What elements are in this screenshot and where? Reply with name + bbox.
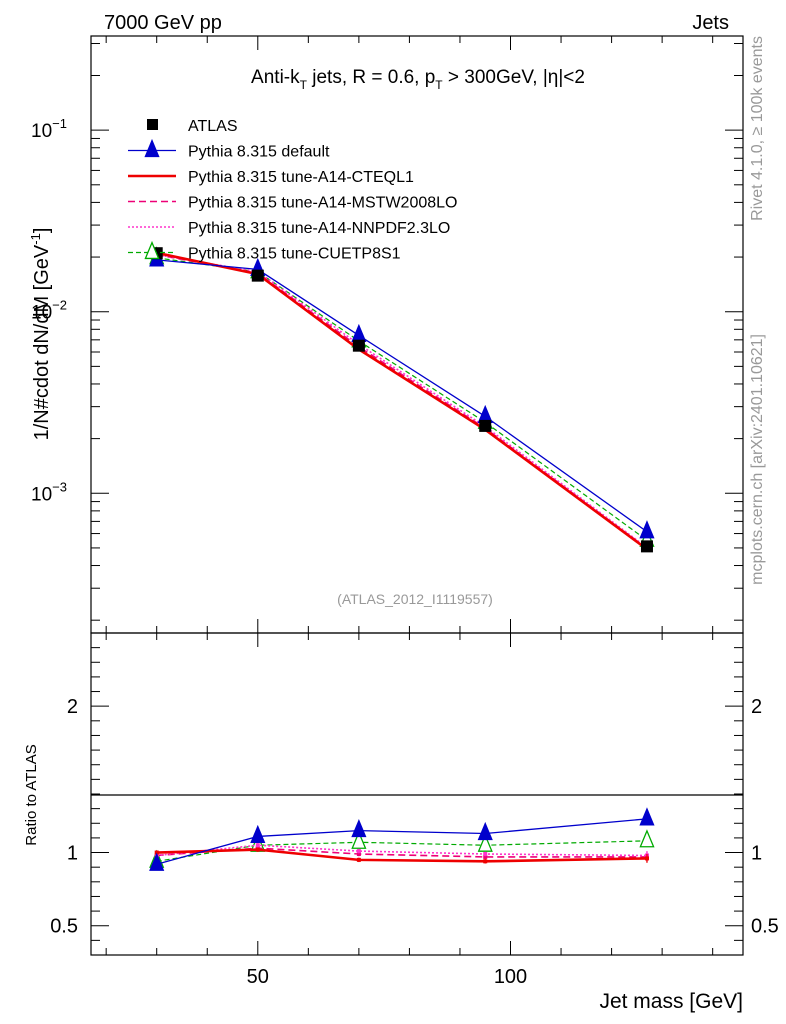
- series-marker: [483, 854, 488, 859]
- series-marker: [477, 821, 493, 841]
- atlas-data-point: [352, 339, 365, 352]
- legend-label: Pythia 8.315 tune-A14-NNPDF2.3LO: [188, 220, 450, 237]
- series-marker: [351, 323, 367, 343]
- series-marker: [356, 849, 361, 854]
- atlas-data-point: [640, 540, 653, 553]
- ratio-curves: [149, 807, 655, 871]
- ratio-axis-ticks: 50 100 0.5 0.5 1 1 2 2: [50, 633, 779, 988]
- series-marker: [255, 843, 260, 848]
- ratio-series-line: [156, 818, 648, 865]
- series-marker: [351, 819, 367, 838]
- ratio-y-axis-label: Ratio to ATLAS: [23, 744, 40, 845]
- series-line: [156, 257, 648, 541]
- y-axis-label-close: ]: [31, 228, 53, 234]
- y-tick-label: 10−1: [31, 116, 67, 142]
- series-marker: [356, 852, 361, 857]
- analysis-watermark: (ATLAS_2012_I1119557): [337, 591, 493, 607]
- y-axis-label-sup: -1: [28, 233, 43, 245]
- series-line: [156, 251, 648, 551]
- series-marker: [356, 857, 361, 862]
- y-tick-label-exp: −2: [52, 298, 67, 313]
- series-marker: [144, 240, 160, 260]
- series-marker: [351, 830, 367, 849]
- x-tick-label: 50: [247, 966, 269, 988]
- energy-label: 7000 GeV pp: [104, 12, 222, 34]
- y-tick-label-base: 10: [31, 484, 52, 505]
- ratio-tick-label-right: 0.5: [751, 916, 779, 938]
- main-curves: [149, 246, 655, 551]
- plot-title-b-sub: T: [435, 78, 443, 92]
- series-marker: [639, 807, 655, 826]
- ratio-tick-label: 1: [67, 843, 78, 865]
- legend: ATLAS Pythia 8.315 default Pythia 8.315 tu…: [128, 118, 457, 263]
- legend-label-atlas: ATLAS: [188, 118, 238, 135]
- series-marker: [477, 833, 493, 852]
- y-tick-label-base: 10: [31, 121, 52, 142]
- atlas-data-point: [251, 269, 264, 282]
- y-axis-label-main: 1/N#cdot dN/dM [GeV: [31, 244, 53, 440]
- series-marker: [483, 852, 488, 857]
- series-line: [156, 259, 648, 533]
- y-tick-label: 10−3: [31, 479, 67, 505]
- legend-label: Pythia 8.315 tune-A14-CTEQL1: [188, 169, 414, 186]
- series-marker: [149, 852, 165, 871]
- side-label-mcplots: mcplots.cern.ch [arXiv:2401.10621]: [749, 334, 766, 585]
- series-marker: [144, 138, 160, 158]
- x-axis-label: Jet mass [GeV]: [599, 990, 743, 1013]
- series-marker: [255, 847, 260, 852]
- x-tick-label: 100: [494, 966, 527, 988]
- y-tick-label-exp: −1: [52, 116, 67, 131]
- side-label-rivet: Rivet 4.1.0, ≥ 100k events: [749, 36, 766, 221]
- series-marker: [250, 824, 266, 844]
- series-marker: [639, 520, 655, 539]
- series-line: [156, 253, 648, 549]
- legend-label: Pythia 8.315 default: [188, 144, 330, 161]
- plot-title-a: Anti-k: [251, 67, 300, 88]
- plot-title-c: > 300GeV, |η|<2: [443, 67, 585, 88]
- series-marker: [639, 829, 655, 848]
- legend-label: Pythia 8.315 tune-A14-MSTW2008LO: [188, 195, 457, 212]
- ratio-tick-label: 0.5: [50, 916, 78, 938]
- legend-label: Pythia 8.315 tune-CUETP8S1: [188, 246, 401, 263]
- plot-title-a-sub: T: [300, 78, 308, 92]
- ratio-panel: 50 100 0.5 0.5 1 1 2 2: [50, 632, 779, 988]
- ratio-tick-label-right: 2: [751, 696, 762, 718]
- series-marker: [644, 856, 649, 861]
- y-axis-label: 1/N#cdot dN/dM [GeV-1]: [28, 228, 53, 441]
- ratio-tick-label: 2: [67, 696, 78, 718]
- process-label: Jets: [692, 12, 729, 34]
- atlas-data-points: [150, 247, 653, 553]
- series-marker: [154, 850, 159, 855]
- ratio-frame: [90, 632, 744, 956]
- series-line: [156, 253, 648, 550]
- plot-title: Anti-kT jets, R = 0.6, pT > 300GeV, |η|<…: [251, 67, 585, 92]
- y-tick-label-exp: −3: [52, 479, 67, 494]
- ratio-tick-label-right: 1: [751, 843, 762, 865]
- series-marker: [483, 859, 488, 864]
- plot-title-b: jets, R = 0.6, p: [307, 67, 435, 88]
- main-axis-ticks: 10−110−210−3: [31, 36, 743, 633]
- legend-marker-atlas: [147, 119, 158, 130]
- atlas-data-point: [479, 419, 492, 432]
- main-panel: 10−110−210−3: [31, 35, 744, 634]
- y-tick-label: 10−2: [31, 298, 67, 324]
- y-tick-label-base: 10: [31, 303, 52, 324]
